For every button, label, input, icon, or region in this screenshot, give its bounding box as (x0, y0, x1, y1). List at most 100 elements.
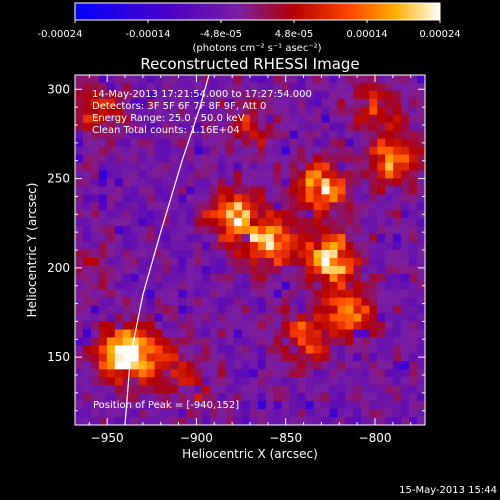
heatmap-cell (218, 146, 227, 155)
heatmap-cell (75, 82, 84, 92)
heatmap-cell (122, 417, 131, 425)
heatmap-cell (329, 289, 338, 299)
heatmap-cell (313, 313, 322, 322)
heatmap-cell (114, 162, 124, 171)
heatmap-cell (273, 234, 283, 243)
heatmap-cell (337, 369, 346, 378)
heatmap-cell (265, 393, 275, 402)
heatmap-cell (194, 321, 203, 330)
chart-title: Reconstructed RHESSI Image (140, 55, 359, 73)
heatmap-cell (297, 154, 306, 163)
heatmap-cell (417, 337, 425, 346)
heatmap-cell (361, 313, 370, 322)
heatmap-cell (138, 138, 147, 147)
heatmap-cell (146, 178, 155, 187)
heatmap-cell (417, 281, 425, 291)
y-tick-label: 250 (47, 172, 70, 186)
heatmap-cell (114, 186, 124, 195)
heatmap-cell (401, 369, 410, 378)
heatmap-cell (289, 313, 299, 322)
heatmap-cell (345, 305, 354, 314)
heatmap-cell (202, 98, 211, 108)
heatmap-cell (210, 265, 219, 275)
heatmap-cell (409, 361, 418, 370)
heatmap-cell (265, 321, 275, 330)
heatmap-cell (162, 106, 171, 116)
heatmap-cell (202, 385, 211, 394)
heatmap-cell (186, 162, 195, 171)
heatmap-cell (210, 226, 219, 235)
heatmap-cell (337, 154, 346, 163)
heatmap-cell (305, 337, 314, 346)
heatmap-cell (345, 186, 354, 195)
heatmap-cell (273, 98, 283, 108)
heatmap-cell (337, 170, 346, 179)
heatmap-cell (265, 265, 275, 275)
solar-limb-line (124, 75, 210, 425)
heatmap-cell (369, 138, 378, 147)
heatmap-cell (138, 297, 147, 306)
heatmap-cell (146, 194, 155, 203)
heatmap-cell (369, 90, 378, 100)
heatmap-cell (98, 146, 108, 155)
heatmap-cell (409, 218, 418, 227)
heatmap-cell (82, 82, 92, 92)
heatmap-cell (226, 130, 235, 139)
heatmap-cell (242, 393, 251, 402)
heatmap-cell (377, 305, 386, 314)
heatmap-cell (82, 417, 92, 425)
heatmap-cell (257, 305, 267, 314)
heatmap-cell (218, 329, 227, 338)
heatmap-cell (234, 361, 243, 370)
heatmap-cell (202, 170, 211, 179)
heatmap-cell (305, 170, 314, 179)
heatmap-cell (202, 369, 211, 378)
heatmap-cell (369, 289, 378, 299)
heatmap-cell (281, 385, 291, 394)
heatmap-cell (265, 226, 275, 235)
heatmap-cell (273, 353, 283, 362)
heatmap-cell (401, 353, 410, 362)
annotation-energy-range: Energy Range: 25.0 - 50.0 keV (92, 113, 245, 124)
heatmap-cell (401, 377, 410, 386)
heatmap-cell (257, 226, 267, 235)
heatmap-cell (218, 114, 227, 124)
heatmap-cell (218, 162, 227, 171)
heatmap-cell (194, 361, 203, 370)
heatmap-cell (305, 242, 314, 251)
heatmap-cell (289, 75, 299, 84)
heatmap-cell (90, 138, 100, 147)
heatmap-cell (401, 409, 410, 418)
heatmap-cell (385, 242, 394, 251)
heatmap-cell (345, 114, 354, 124)
heatmap-cell (218, 297, 227, 306)
heatmap-cell (194, 345, 203, 354)
heatmap-cell (353, 281, 362, 291)
heatmap-cell (409, 170, 418, 179)
heatmap-cell (170, 186, 179, 195)
heatmap-cell (265, 210, 275, 219)
heatmap-cell (170, 417, 179, 425)
heatmap-cell (417, 273, 425, 283)
heatmap-cell (218, 194, 227, 203)
heatmap-cell (234, 337, 243, 346)
heatmap-cell (385, 393, 394, 402)
heatmap-cell (321, 178, 330, 187)
heatmap-cell (401, 218, 410, 227)
heatmap-cell (242, 75, 251, 84)
heatmap-cell (257, 242, 267, 251)
heatmap-cell (122, 106, 131, 116)
heatmap-cell (361, 417, 370, 425)
heatmap-cell (178, 313, 187, 322)
heatmap-cell (393, 353, 402, 362)
heatmap-cell (369, 250, 378, 259)
heatmap-cell (122, 122, 131, 131)
heatmap-cell (305, 369, 314, 378)
heatmap-cell (178, 257, 187, 267)
heatmap-cell (377, 313, 386, 322)
heatmap-cell (417, 98, 425, 108)
heatmap-cell (202, 257, 211, 267)
heatmap-cell (146, 250, 155, 259)
heatmap-cell (75, 305, 84, 314)
heatmap-cell (273, 273, 283, 283)
